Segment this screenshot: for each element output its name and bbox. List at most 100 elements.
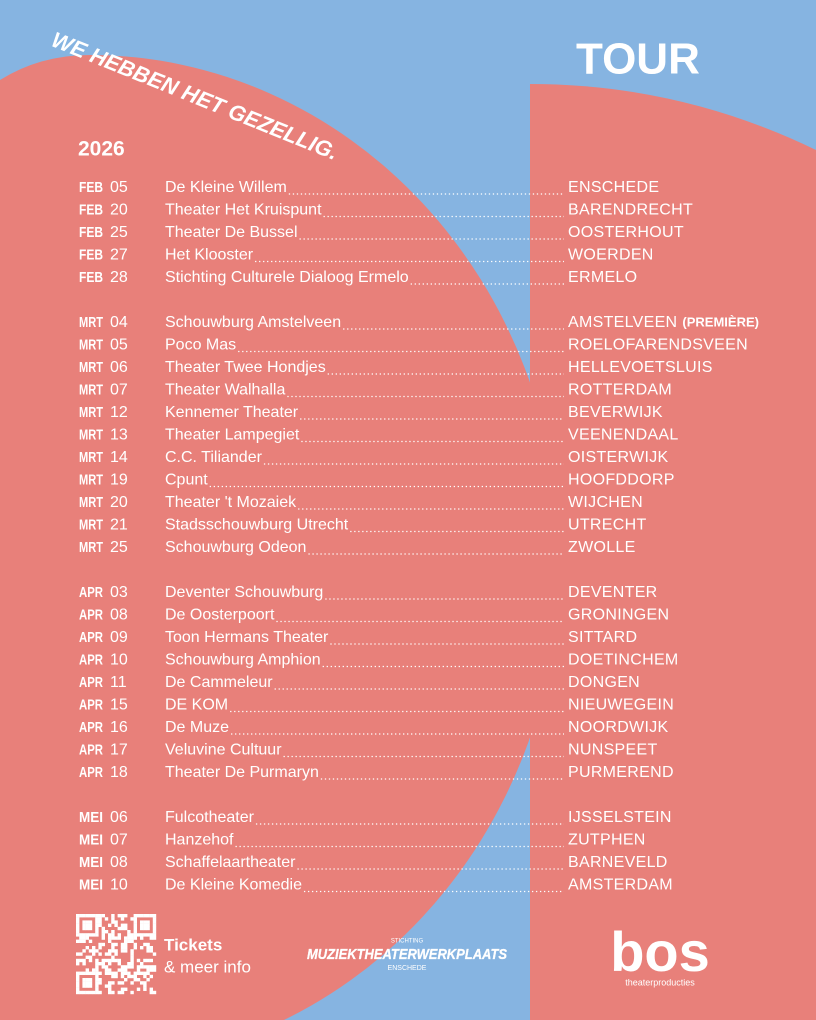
qr-module <box>76 952 80 956</box>
qr-module <box>111 990 115 995</box>
city: BEVERWIJK <box>568 404 663 421</box>
qr-module <box>111 946 115 950</box>
qr-module <box>95 984 99 988</box>
qr-module <box>95 965 99 969</box>
day: 20 <box>110 494 128 511</box>
month: MEI <box>79 831 103 848</box>
qr-module <box>127 971 131 975</box>
qr-module <box>111 949 115 953</box>
qr-module <box>82 990 86 995</box>
venue: Schouwburg Amstelveen <box>165 314 341 331</box>
qr-module <box>101 965 105 969</box>
qr-module <box>136 958 141 963</box>
year: 2026 <box>78 138 125 161</box>
qr-module <box>79 914 83 918</box>
qr-module <box>104 952 109 956</box>
qr-module <box>108 984 112 988</box>
qr-module <box>98 920 102 924</box>
qr-module <box>146 946 150 950</box>
qr-module <box>120 917 125 921</box>
qr-module <box>98 952 102 956</box>
venue: Schouwburg Amphion <box>165 652 321 669</box>
qr-module <box>120 965 125 969</box>
venue: Hanzehof <box>165 832 234 849</box>
month: APR <box>79 764 103 781</box>
qr-module <box>136 968 141 972</box>
month: MRT <box>79 471 103 488</box>
qr-module <box>82 914 86 918</box>
qr-module <box>111 914 115 918</box>
qr-module <box>127 965 131 969</box>
qr-module <box>143 974 147 979</box>
qr-module <box>104 968 109 972</box>
qr-module <box>101 942 105 947</box>
qr-module <box>152 990 157 995</box>
city: UTRECHT <box>568 517 647 534</box>
venue: Veluvine Cultuur <box>165 742 282 759</box>
qr-module <box>136 971 141 975</box>
qr-module <box>95 968 99 972</box>
qr-module <box>95 981 99 985</box>
qr-module <box>130 981 134 985</box>
qr-module <box>117 990 121 995</box>
qr-module <box>124 949 128 953</box>
qr-module <box>108 923 112 927</box>
qr-module <box>88 981 93 985</box>
qr-module <box>130 933 134 937</box>
qr-module <box>92 949 96 953</box>
qr-module <box>82 939 86 943</box>
qr-module <box>76 990 80 995</box>
month: APR <box>79 651 103 668</box>
day: 17 <box>110 742 128 759</box>
qr-module <box>120 987 125 991</box>
city: AMSTELVEEN <box>568 314 677 331</box>
qr-module <box>79 936 83 940</box>
day: 19 <box>110 472 128 489</box>
qr-module <box>133 974 137 979</box>
qr-module <box>108 968 112 972</box>
qr-module <box>149 949 153 953</box>
qr-module <box>146 965 150 969</box>
qr-module <box>130 917 134 921</box>
qr-module <box>76 978 80 982</box>
venue: Schaffelaartheater <box>165 854 296 871</box>
qr-module <box>92 952 96 956</box>
qr-module <box>143 965 147 969</box>
venue: Theater Het Kruispunt <box>165 202 322 219</box>
logo-bottom: ENSCHEDE <box>388 965 427 972</box>
qr-module <box>117 962 121 966</box>
month: FEB <box>79 201 103 218</box>
venue: De Muze <box>165 719 229 736</box>
city: DOETINCHEM <box>568 652 679 669</box>
qr-module <box>114 936 118 940</box>
qr-module <box>85 933 89 937</box>
qr-module <box>146 978 150 982</box>
qr-module <box>152 923 157 927</box>
info: & meer info <box>164 957 251 976</box>
qr-module <box>124 987 128 991</box>
month: APR <box>79 674 103 691</box>
qr-module <box>95 971 99 975</box>
qr-module <box>98 923 102 927</box>
qr-module <box>140 923 144 927</box>
qr-module <box>140 962 144 966</box>
month: MEI <box>79 876 103 893</box>
qr-module <box>79 952 83 956</box>
qr-module <box>120 946 125 950</box>
title: TOUR <box>576 35 700 84</box>
qr-module <box>149 946 153 950</box>
qr-module <box>149 968 153 972</box>
qr-module <box>140 971 144 975</box>
logo-name: MUZIEKTHEATERWERKPLAATS <box>307 946 507 963</box>
qr-module <box>111 974 115 979</box>
qr-module <box>108 990 112 995</box>
qr-module <box>152 930 157 934</box>
venue: De Cammeleur <box>165 674 273 691</box>
venue: Stichting Culturele Dialoog Ermelo <box>165 269 409 286</box>
city: IJSSELSTEIN <box>568 809 672 826</box>
tickets: Tickets <box>164 935 222 954</box>
month: MRT <box>79 494 103 511</box>
venue: Theater De Purmaryn <box>165 764 319 781</box>
day: 04 <box>110 314 128 331</box>
qr-module <box>76 933 80 937</box>
